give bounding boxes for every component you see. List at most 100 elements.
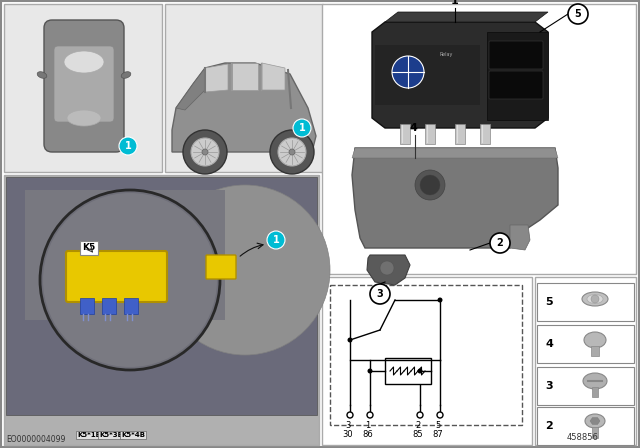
Text: 5: 5 — [575, 9, 581, 19]
Bar — [6, 177, 317, 415]
Circle shape — [417, 369, 422, 374]
Bar — [591, 346, 599, 356]
Circle shape — [591, 295, 599, 303]
Text: 4: 4 — [545, 339, 553, 349]
FancyBboxPatch shape — [489, 41, 543, 69]
Circle shape — [191, 138, 219, 166]
FancyBboxPatch shape — [206, 255, 236, 279]
Text: K5*4B: K5*4B — [121, 432, 145, 438]
Circle shape — [270, 130, 314, 174]
Ellipse shape — [583, 373, 607, 389]
Text: Relay: Relay — [440, 52, 453, 57]
Bar — [4, 4, 162, 172]
Bar — [102, 298, 116, 314]
Text: K5*3B: K5*3B — [99, 432, 123, 438]
FancyBboxPatch shape — [66, 251, 167, 302]
Bar — [487, 32, 548, 120]
Circle shape — [293, 119, 311, 137]
Circle shape — [370, 284, 390, 304]
Text: 86: 86 — [363, 430, 373, 439]
Polygon shape — [176, 68, 205, 110]
Bar — [25, 190, 225, 320]
Circle shape — [119, 137, 137, 155]
Text: 4: 4 — [409, 123, 417, 133]
Bar — [592, 427, 598, 438]
Text: 1: 1 — [299, 123, 305, 133]
Bar — [592, 387, 598, 397]
Text: 1: 1 — [451, 0, 459, 6]
Bar — [385, 358, 431, 384]
Circle shape — [183, 130, 227, 174]
Ellipse shape — [67, 110, 101, 126]
Polygon shape — [372, 22, 548, 128]
Text: EO0000004099: EO0000004099 — [6, 435, 65, 444]
Text: 2: 2 — [415, 421, 420, 430]
Bar — [375, 45, 480, 105]
Circle shape — [267, 231, 285, 249]
Bar — [480, 124, 490, 144]
Bar — [537, 407, 634, 445]
Bar — [425, 124, 435, 144]
Polygon shape — [232, 63, 258, 90]
Bar — [330, 285, 522, 425]
Ellipse shape — [584, 332, 606, 348]
Text: 85: 85 — [413, 430, 423, 439]
Polygon shape — [367, 255, 410, 285]
Text: 1: 1 — [273, 235, 280, 245]
Text: 2: 2 — [497, 238, 504, 248]
FancyBboxPatch shape — [489, 71, 543, 99]
Circle shape — [202, 149, 208, 155]
Bar — [322, 277, 532, 445]
Text: 1: 1 — [125, 141, 131, 151]
Bar — [537, 325, 634, 363]
Ellipse shape — [585, 414, 605, 428]
Text: 5: 5 — [545, 297, 552, 307]
Bar — [400, 124, 410, 144]
Circle shape — [347, 412, 353, 418]
Polygon shape — [510, 225, 530, 250]
Circle shape — [43, 193, 217, 367]
Text: 87: 87 — [433, 430, 444, 439]
Circle shape — [490, 233, 510, 253]
Bar — [165, 4, 323, 172]
Circle shape — [348, 337, 353, 343]
FancyBboxPatch shape — [44, 20, 124, 152]
Text: 3: 3 — [376, 289, 383, 299]
Polygon shape — [385, 12, 548, 22]
Circle shape — [278, 138, 306, 166]
Circle shape — [417, 412, 423, 418]
Bar — [80, 298, 94, 314]
Text: 1: 1 — [365, 421, 371, 430]
Polygon shape — [262, 63, 285, 90]
Circle shape — [160, 185, 330, 355]
Bar — [535, 277, 636, 445]
Text: 30: 30 — [342, 430, 353, 439]
Ellipse shape — [64, 51, 104, 73]
Bar — [537, 283, 634, 321]
Bar — [455, 124, 465, 144]
Circle shape — [289, 149, 295, 155]
Circle shape — [438, 297, 442, 302]
Circle shape — [40, 190, 220, 370]
Polygon shape — [205, 64, 228, 92]
Polygon shape — [590, 418, 600, 424]
Text: K5*1B: K5*1B — [77, 432, 101, 438]
Ellipse shape — [582, 292, 608, 306]
Bar — [124, 298, 138, 314]
Polygon shape — [172, 63, 316, 152]
FancyBboxPatch shape — [54, 46, 114, 122]
Circle shape — [437, 412, 443, 418]
Ellipse shape — [587, 294, 603, 303]
Bar — [4, 175, 319, 445]
Polygon shape — [352, 148, 558, 158]
Circle shape — [415, 170, 445, 200]
Text: 3: 3 — [346, 421, 351, 430]
Text: 5: 5 — [435, 421, 440, 430]
Circle shape — [380, 261, 394, 275]
Text: K5: K5 — [82, 244, 95, 253]
Text: 458856: 458856 — [567, 433, 599, 442]
Circle shape — [568, 4, 588, 24]
Circle shape — [420, 175, 440, 195]
Circle shape — [367, 369, 372, 374]
Bar — [537, 367, 634, 405]
